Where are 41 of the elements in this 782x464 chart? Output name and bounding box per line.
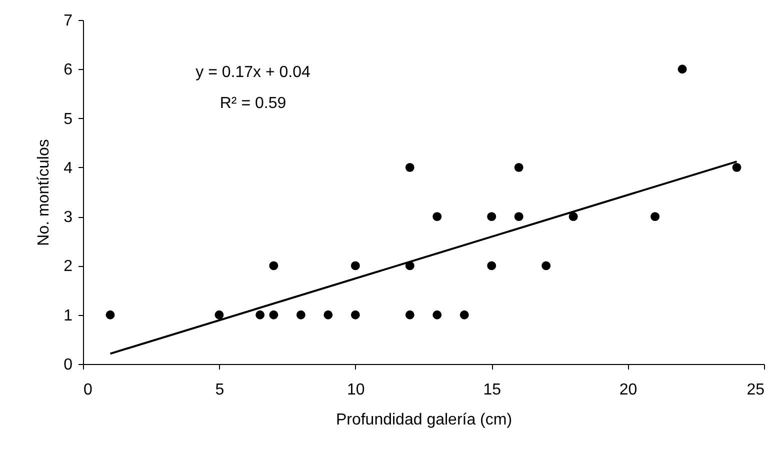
point (732, 162, 742, 172)
y-axis-title: No. montículos (36, 139, 53, 246)
point (350, 310, 360, 320)
x-tick-label: 20 (619, 382, 638, 398)
point (106, 310, 115, 320)
y-tick-label: 6 (64, 62, 73, 79)
point (487, 261, 496, 270)
point (405, 162, 414, 172)
point (405, 310, 414, 320)
point (432, 212, 442, 222)
x-tick-label: 5 (215, 382, 224, 398)
point (678, 64, 687, 74)
point (487, 212, 496, 222)
point (256, 310, 265, 320)
annotation: y = 0.17x + 0.04 (196, 64, 310, 81)
point (568, 212, 578, 222)
y-tick-label: 7 (64, 12, 73, 30)
x-axis-title: Profundidad galería (cm) (336, 412, 512, 428)
y-tick-label: 1 (64, 307, 73, 324)
point (460, 310, 469, 320)
y-tick-label: 3 (64, 209, 73, 226)
x-tick-label: 15 (483, 382, 502, 398)
y-tick-label: 0 (64, 356, 73, 374)
x-tick-label: 10 (347, 382, 365, 398)
y-tick-label: 5 (64, 110, 73, 128)
y-tick-label: 2 (64, 258, 73, 276)
x-tick-label: 25 (746, 382, 765, 398)
x-tick-label: 0 (84, 382, 92, 398)
point (650, 212, 660, 222)
point (514, 162, 524, 172)
point (214, 310, 224, 320)
point (432, 310, 442, 320)
point (350, 261, 360, 270)
point (296, 310, 306, 320)
point (542, 261, 551, 270)
annotation: R² = 0.59 (220, 95, 286, 112)
point (514, 212, 524, 222)
point (269, 261, 278, 270)
y-tick-label: 4 (64, 160, 73, 177)
point (269, 310, 278, 320)
point (324, 310, 333, 320)
